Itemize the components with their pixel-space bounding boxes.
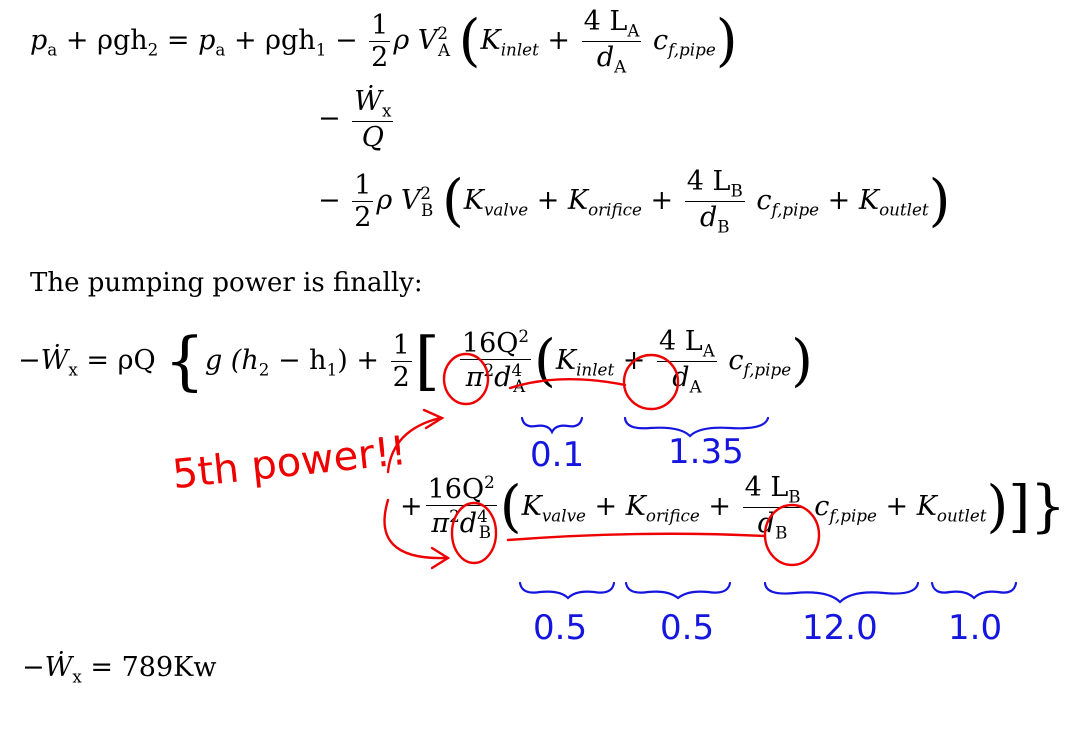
value-outlet: 1.0	[948, 608, 1003, 648]
flow-term-B: 16Q2 π2d4B	[425, 472, 497, 543]
circle-dB	[763, 503, 821, 567]
brace-valve	[518, 581, 616, 600]
circle-dB4	[450, 501, 498, 565]
power-over-flow-fraction: Ẇx Q	[352, 86, 394, 154]
brace-orifice	[624, 581, 732, 600]
strike-line-B	[506, 532, 767, 542]
value-friction-B: 12.0	[802, 608, 878, 648]
strike-line-A	[508, 377, 627, 390]
length-over-diameter-A: 4 LA dA	[581, 6, 642, 77]
brace-friction-A	[623, 416, 770, 438]
paragraph-text: The pumping power is finally:	[30, 268, 423, 298]
result-line: −Ẇx = 789Kw	[22, 652, 217, 687]
value-inlet: 0.1	[530, 435, 585, 475]
value-valve: 0.5	[533, 608, 588, 648]
brace-outlet	[930, 581, 1018, 600]
equation2-line2: +16Q2 π2d4B (Kvalve + Korifice + 4 LB dB cf…	[400, 472, 1066, 543]
equation1-line2: − Ẇx Q	[318, 86, 394, 154]
brace-inlet	[520, 416, 584, 435]
value-friction-A: 1.35	[668, 432, 744, 472]
value-orifice: 0.5	[660, 608, 715, 648]
circle-dA	[622, 353, 680, 411]
equation2-line1: −Ẇx = ρQ {g (h2 − h1) + 1 2[ 16Q2 π2d4A (Ki…	[18, 324, 813, 399]
flow-term-A: 16Q2 π2d4A	[459, 326, 532, 397]
arrow-to-dA4	[386, 416, 442, 474]
arrow-to-dB4	[383, 498, 447, 560]
brace-friction-B	[763, 581, 920, 604]
circle-dA4	[442, 352, 490, 406]
